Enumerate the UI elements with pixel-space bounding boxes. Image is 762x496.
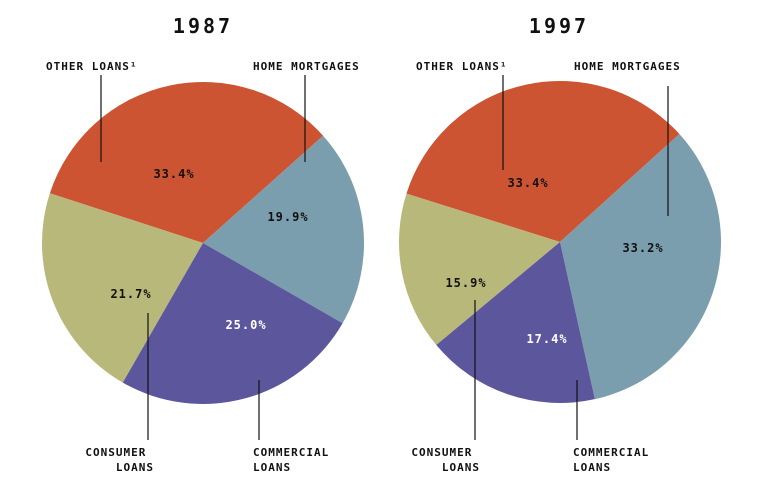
consumer-loans-line2-1997: LOANS <box>442 461 480 474</box>
commercial-loans-line1-1997: COMMERCIAL <box>573 446 649 459</box>
commercial-loans-line2-1987: LOANS <box>253 461 291 474</box>
category-label-consumer-loans-1997: CONSUMER LOANS <box>411 446 480 474</box>
category-label-other-loans-1997: OTHER LOANS¹ <box>416 60 507 73</box>
slice-commercial-loans-1997 <box>436 242 595 403</box>
consumer-loans-line1-1997: CONSUMER <box>411 446 472 459</box>
value-label-home-mortgages-1997: 33.2% <box>622 241 663 255</box>
value-label-other-loans-1997: 33.4% <box>507 176 548 190</box>
chart-1997: 1997 33.4% 33.2% 15.9% 17.4% OTHER LOANS… <box>398 14 721 474</box>
slice-other-loans-1987 <box>49 81 324 243</box>
chart-1987: 1987 33.4% 19.9% 21.7% 25.0% OTHER LOANS… <box>41 14 365 474</box>
slice-other-loans-1997 <box>406 81 680 242</box>
chart-title-1987: 1987 <box>173 14 233 38</box>
commercial-loans-line2-1997: LOANS <box>573 461 611 474</box>
consumer-loans-line2-1987: LOANS <box>116 461 154 474</box>
slice-home-mortgages-1987 <box>203 135 365 324</box>
slice-commercial-loans-1987 <box>122 243 343 405</box>
chart-title-1997: 1997 <box>529 14 589 38</box>
value-label-commercial-loans-1987: 25.0% <box>225 318 266 332</box>
category-label-home-mortgages-1997: HOME MORTGAGES <box>574 60 681 73</box>
category-label-other-loans-1987: OTHER LOANS¹ <box>46 60 137 73</box>
value-label-home-mortgages-1987: 19.9% <box>267 210 308 224</box>
consumer-loans-line1-1987: CONSUMER <box>85 446 146 459</box>
category-label-commercial-loans-1987: COMMERCIAL LOANS <box>253 446 337 474</box>
slice-home-mortgages-1997 <box>560 133 721 400</box>
slice-consumer-loans-1987 <box>41 193 204 383</box>
category-label-commercial-loans-1997: COMMERCIAL LOANS <box>573 446 657 474</box>
value-label-other-loans-1987: 33.4% <box>153 167 194 181</box>
value-label-consumer-loans-1987: 21.7% <box>110 287 151 301</box>
slice-consumer-loans-1997 <box>398 193 560 346</box>
commercial-loans-line1-1987: COMMERCIAL <box>253 446 329 459</box>
value-label-consumer-loans-1997: 15.9% <box>445 276 486 290</box>
category-label-home-mortgages-1987: HOME MORTGAGES <box>253 60 360 73</box>
value-label-commercial-loans-1997: 17.4% <box>526 332 567 346</box>
category-label-consumer-loans-1987: CONSUMER LOANS <box>85 446 154 474</box>
